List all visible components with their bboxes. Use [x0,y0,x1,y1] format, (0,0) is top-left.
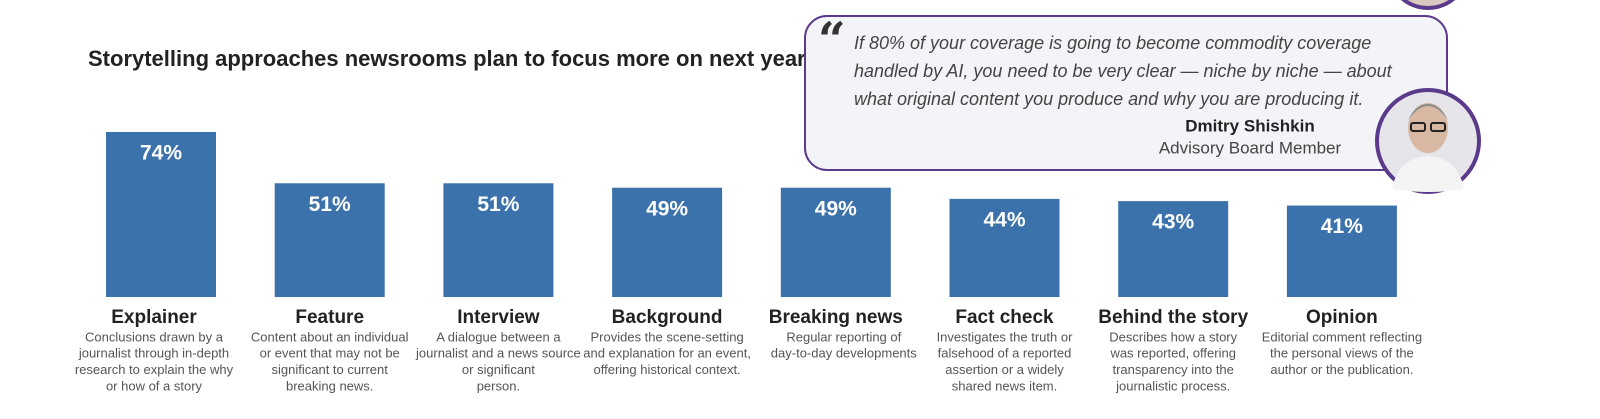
category-description: or how of a story [106,378,203,393]
category-description: research to explain the why [75,362,234,377]
bar [949,198,1060,297]
category-description: falsehood of a reported [938,346,1072,361]
avatar-partial [1400,0,1456,10]
category-description: Investigates the truth or [937,329,1074,344]
chart-title: Storytelling approaches newsrooms plan t… [88,46,806,71]
category-label: Fact check [955,307,1054,328]
category-description: Conclusions drawn by a [85,329,224,344]
category-description: Provides the scene-setting [590,329,743,344]
category-description: was reported, offering [1109,346,1236,361]
quote-mark: “ [818,13,846,69]
category-label: Behind the story [1098,307,1248,328]
category-description: Editorial comment reflecting [1262,329,1422,344]
category-description: the personal views of the [1270,346,1414,361]
category-description: shared news item. [952,378,1058,393]
category-label: Explainer [111,307,197,328]
bar [1286,205,1397,297]
bar [443,183,554,297]
value-label: 43% [1152,211,1194,234]
category-description: person. [477,378,520,393]
value-label: 41% [1321,215,1363,238]
quote-role: Advisory Board Member [1159,138,1342,157]
value-label: 49% [815,197,857,220]
category-description: or significant [462,362,535,377]
quote-author: Dmitry Shishkin [1185,116,1314,135]
category-description: and explanation for an event, [583,346,751,361]
category-description: assertion or a widely [945,362,1064,377]
category-description: A dialogue between a [436,329,561,344]
category-description: Describes how a story [1109,329,1237,344]
quote-line: what original content you produce and wh… [854,89,1363,109]
value-label: 74% [140,142,182,165]
category-label: Background [612,307,723,328]
value-label: 51% [309,193,351,216]
quote-box: “ If 80% of your coverage is going to be… [804,0,1481,194]
avatar [1375,88,1481,194]
quote-line: If 80% of your coverage is going to beco… [854,33,1371,53]
value-label: 44% [983,208,1025,231]
category-description: journalistic process. [1115,378,1230,393]
category-description: Content about an individual [251,329,409,344]
category-description: day-to-day developments [771,346,917,361]
bar [274,183,385,297]
category-description: offering historical context. [594,362,741,377]
category-description: Regular reporting of [786,329,901,344]
category-description: significant to current [272,362,389,377]
category-description: or event that may not be [260,346,400,361]
quote-text: If 80% of your coverage is going to beco… [854,33,1393,109]
bar [106,131,216,297]
category-description: transparency into the [1112,362,1233,377]
category-label: Breaking news [769,307,903,328]
category-label: Interview [457,307,540,328]
bar [612,187,723,297]
quote-line: handled by AI, you need to be very clear… [854,61,1393,81]
category-description: journalist through in-depth [78,346,229,361]
category-description: breaking news. [286,378,373,393]
value-label: 51% [477,193,519,216]
category-description: author or the publication. [1270,362,1413,377]
bar [1118,201,1229,297]
category-label: Feature [295,307,364,328]
value-label: 49% [646,197,688,220]
category-label: Opinion [1306,307,1378,328]
category-description: journalist and a news source [415,346,581,361]
bar [780,187,891,297]
